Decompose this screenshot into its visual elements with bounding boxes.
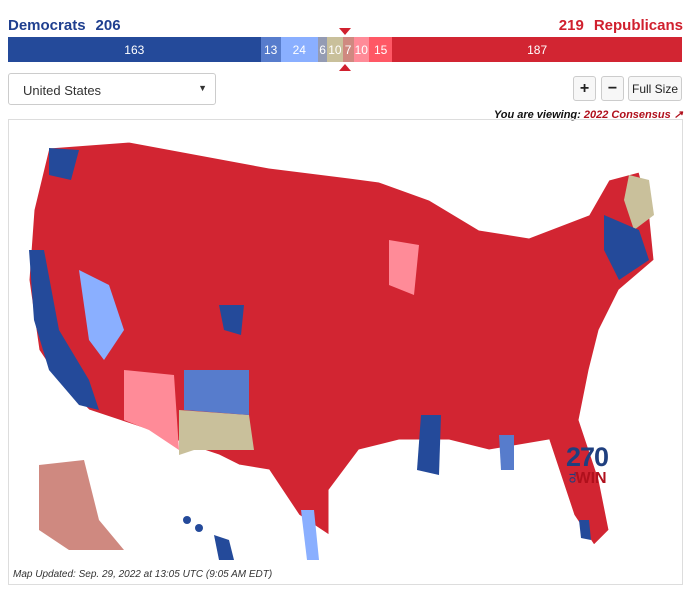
seat-segment[interactable]: 187 xyxy=(392,37,683,62)
zoom-in-button[interactable]: + xyxy=(573,76,596,101)
texas-south-lean-dem xyxy=(301,510,319,560)
map-container: 270 TOWIN Map Updated: Sep. 29, 2022 at 1… xyxy=(8,119,683,585)
us-house-map[interactable] xyxy=(9,120,684,586)
seat-segment[interactable]: 7 xyxy=(342,37,354,62)
caret-down-icon: ▼ xyxy=(198,83,207,93)
colorado-dem xyxy=(219,305,244,335)
west-coast-dem xyxy=(29,250,99,410)
seat-segment[interactable]: 15 xyxy=(369,37,393,62)
zoom-out-button[interactable]: − xyxy=(601,76,624,101)
maine-tossup xyxy=(624,175,654,230)
seat-segment[interactable]: 163 xyxy=(8,37,261,62)
arizona-lean-rep xyxy=(124,370,179,450)
map-name-link[interactable]: 2022 Consensus xyxy=(583,109,671,121)
map-updated-text: Map Updated: Sep. 29, 2022 at 13:05 UTC … xyxy=(13,569,273,580)
democrats-total: Democrats 206 xyxy=(8,17,121,34)
nevada-lean-dem xyxy=(79,270,124,360)
viewing-label: You are viewing: 2022 Consensus ↗ xyxy=(493,109,683,121)
full-size-button[interactable]: Full Size xyxy=(628,76,682,101)
external-link-icon: ↗ xyxy=(673,109,683,121)
mississippi-dem xyxy=(417,415,441,475)
majority-marker-bottom xyxy=(339,64,351,71)
wisconsin-lean-rep xyxy=(389,240,419,295)
georgia-likely-dem xyxy=(499,435,514,470)
republicans-total: 219 Republicans xyxy=(558,17,683,34)
northeast-dem xyxy=(604,215,649,280)
new-mexico-likely-dem xyxy=(184,370,249,415)
hawaii-island xyxy=(183,516,191,524)
seat-bar: 163 13 24 6 10 7 10 15 187 xyxy=(8,37,683,62)
totals-header: Democrats 206 219 Republicans xyxy=(8,17,683,37)
270towin-logo: 270 TOWIN xyxy=(566,442,609,487)
florida-dem xyxy=(579,520,591,540)
alaska-lean-rep xyxy=(39,460,124,550)
region-select[interactable]: United States ▼ xyxy=(8,73,216,105)
seat-segment[interactable]: 24 xyxy=(280,37,318,62)
new-mexico-tossup xyxy=(179,410,254,455)
hawaii-island xyxy=(195,524,203,532)
seat-segment[interactable]: 10 xyxy=(353,37,370,62)
contiguous-us xyxy=(28,141,655,546)
majority-marker-top xyxy=(339,28,351,35)
seat-segment[interactable]: 10 xyxy=(327,37,343,62)
seat-segment[interactable]: 13 xyxy=(260,37,281,62)
hawaii-dem xyxy=(214,535,234,560)
washington-dem xyxy=(49,148,79,180)
seat-segment[interactable]: 6 xyxy=(317,37,328,62)
